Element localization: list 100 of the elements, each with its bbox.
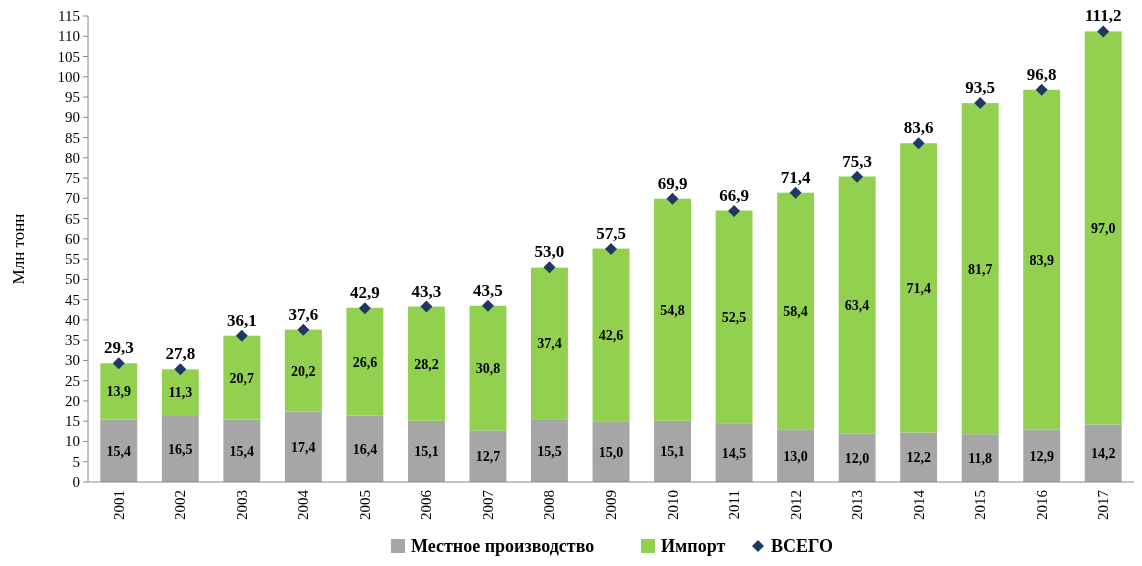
bar [161, 369, 199, 416]
bar [531, 267, 568, 420]
data-label: 58,4 [783, 304, 808, 319]
point [974, 97, 987, 110]
point [481, 299, 494, 312]
bar [715, 423, 753, 482]
bar [469, 305, 507, 431]
data-label: 57,5 [596, 224, 626, 243]
y-tick-label: 110 [58, 28, 80, 45]
data-label: 54,8 [660, 302, 685, 318]
bar [469, 430, 507, 482]
x-tick-label: 2009 [603, 490, 619, 520]
y-tick-label: 75 [65, 170, 80, 187]
data-label: 20,7 [229, 370, 255, 386]
bar [777, 429, 815, 482]
y-tick-label: 35 [65, 332, 80, 349]
data-label: 13,0 [783, 448, 808, 464]
data-label: 69,9 [657, 173, 688, 193]
data-label: 83,9 [1029, 252, 1054, 268]
data-label: 17,4 [291, 439, 316, 455]
bar [592, 248, 630, 422]
x-tick-label: 2006 [418, 489, 435, 520]
bar [961, 103, 999, 435]
bar [1023, 429, 1061, 482]
point [420, 300, 433, 313]
point [1035, 83, 1048, 96]
data-label: 53,0 [534, 242, 565, 262]
y-tick-label: 60 [65, 230, 80, 247]
bar [1084, 424, 1122, 482]
point [543, 261, 556, 274]
y-tick-label: 40 [65, 311, 80, 328]
data-label: 96,8 [1026, 64, 1057, 84]
data-label: 36,1 [226, 310, 257, 330]
data-label: 11,8 [968, 451, 993, 467]
x-tick-label: 2010 [664, 490, 681, 520]
y-tick-label: 65 [65, 210, 80, 227]
data-label: 20,2 [291, 363, 316, 379]
y-tick-label: 30 [65, 352, 80, 369]
data-label: 43,5 [473, 280, 503, 300]
bar [531, 419, 568, 482]
bar [900, 143, 938, 433]
bar [284, 329, 322, 412]
point [235, 329, 248, 342]
bar [223, 419, 261, 482]
y-tick-label: 70 [65, 190, 80, 207]
point [851, 170, 864, 183]
y-tick-label: 100 [57, 68, 80, 85]
x-tick-label: 2003 [233, 490, 250, 520]
bar [1084, 31, 1122, 425]
data-label: 15,4 [229, 443, 255, 459]
data-label: 42,9 [350, 283, 380, 303]
data-label: 15,5 [537, 443, 562, 459]
data-label: 15,4 [106, 443, 132, 459]
point [789, 186, 802, 199]
data-label: 29,3 [103, 338, 134, 358]
y-tick-label: 85 [65, 129, 80, 146]
x-tick-label: 2011 [726, 490, 743, 520]
bar [100, 419, 138, 482]
data-label: 12,9 [1029, 448, 1054, 464]
data-label: 16,5 [168, 441, 193, 457]
data-label: 16,4 [352, 441, 378, 457]
y-tick-label: 45 [65, 291, 80, 308]
data-label: 81,7 [967, 261, 993, 277]
x-tick-label: 2014 [910, 489, 927, 520]
point [358, 302, 371, 315]
legend-label: Местное производство [411, 536, 595, 556]
x-tick-label: 2005 [356, 490, 373, 520]
y-tick-label: 95 [65, 89, 80, 106]
y-tick-label: 115 [58, 8, 80, 24]
bar [838, 176, 876, 434]
bar [961, 434, 999, 482]
bar [100, 363, 138, 420]
x-tick-label: 2007 [479, 489, 496, 520]
bar [346, 307, 384, 416]
x-tick-label: 2001 [110, 490, 127, 520]
point [1097, 25, 1110, 38]
data-label: 14,5 [721, 445, 747, 461]
data-label: 43,3 [411, 281, 442, 301]
x-tick-label: 2016 [1033, 489, 1050, 520]
data-label: 111,2 [1085, 6, 1122, 26]
bar [654, 198, 691, 421]
data-label: 12,0 [844, 450, 870, 466]
data-label: 26,6 [352, 354, 378, 370]
point [912, 137, 925, 150]
point [605, 243, 617, 255]
data-label: 15,0 [598, 444, 624, 460]
bar [346, 415, 384, 482]
point [297, 323, 310, 336]
data-label: 37,6 [288, 304, 319, 324]
point [174, 363, 187, 376]
legend-label: ВСЕГО [771, 536, 834, 556]
point [728, 204, 741, 217]
data-label: 63,4 [844, 297, 870, 313]
bar [838, 433, 876, 482]
y-tick-label: 80 [65, 149, 80, 166]
y-tick-label: 90 [65, 109, 80, 126]
bar [900, 432, 938, 482]
x-tick-label: 2012 [787, 490, 804, 520]
x-tick-label: 2002 [172, 490, 189, 520]
data-label: 27,8 [165, 344, 196, 364]
